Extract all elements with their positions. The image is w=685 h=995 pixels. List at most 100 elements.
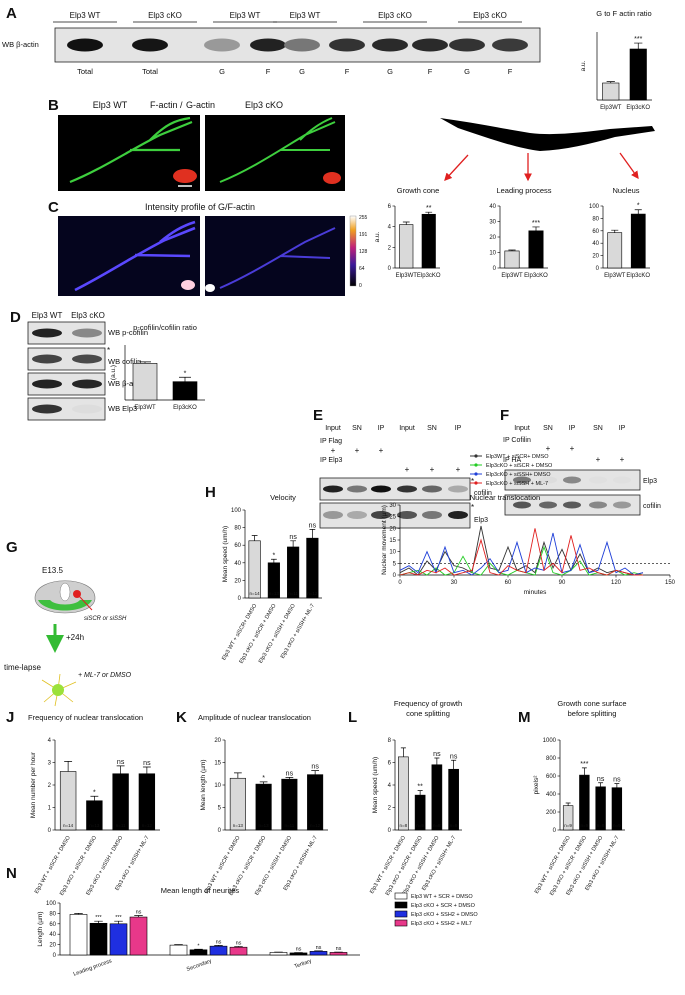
legend-label: Elp3WT + siSCR+ DMSO bbox=[486, 454, 549, 460]
legend-label: Elp3cKO + siSSH+ DMSO bbox=[486, 472, 551, 478]
n-label: n=13 bbox=[89, 823, 100, 828]
lane-label: G bbox=[464, 67, 470, 76]
chart-title: G to F actin ratio bbox=[596, 9, 651, 18]
significance-label: ns bbox=[236, 940, 242, 946]
y-tick-label: 600 bbox=[546, 774, 557, 780]
legend-marker bbox=[474, 481, 478, 485]
blot-band bbox=[329, 38, 365, 52]
y-tick-label: 6 bbox=[388, 761, 392, 767]
n-label: n=12 bbox=[142, 823, 153, 828]
plus-sign: + bbox=[355, 446, 360, 455]
y-tick-label: 800 bbox=[546, 756, 557, 762]
blot-marker: * bbox=[107, 346, 110, 355]
x-tick-label: 30 bbox=[451, 580, 458, 586]
n-label: n=9 bbox=[564, 823, 572, 828]
y-tick-label: 15 bbox=[214, 761, 221, 767]
y-tick-label: 0 bbox=[393, 573, 397, 579]
blot-band bbox=[397, 511, 417, 519]
legend-swatch bbox=[394, 901, 408, 909]
bar bbox=[209, 945, 228, 956]
bar bbox=[112, 773, 129, 831]
x-tick-label: 150 bbox=[665, 580, 676, 586]
significance-label: *** bbox=[532, 220, 540, 227]
legend-label: Elp3 cKO + SSH2 + ML7 bbox=[411, 921, 472, 927]
error-bar bbox=[174, 944, 183, 946]
significance-label: ns bbox=[289, 534, 297, 541]
y-axis-label: Nuclear movement (µm) bbox=[381, 505, 388, 575]
y-tick-label: 5 bbox=[218, 806, 222, 812]
y-tick-label: 10 bbox=[489, 251, 496, 257]
band-label: Elp3 bbox=[643, 478, 657, 485]
blot-band bbox=[72, 354, 102, 364]
blot-band bbox=[589, 501, 607, 509]
blot-band bbox=[448, 511, 468, 519]
blot-band bbox=[32, 379, 62, 389]
y-tick-label: 60 bbox=[592, 229, 599, 235]
y-tick-label: 80 bbox=[49, 911, 56, 917]
blot-band bbox=[539, 501, 557, 509]
bar bbox=[431, 764, 443, 831]
error-bar bbox=[565, 802, 571, 806]
bar bbox=[579, 774, 590, 831]
significance-label: ns bbox=[311, 764, 319, 771]
injection-line bbox=[78, 595, 93, 611]
y-tick-label: 20 bbox=[389, 526, 396, 532]
n-label: n=14 bbox=[250, 591, 261, 596]
blot-row-label: IP Elp3 bbox=[320, 457, 343, 464]
arrow bbox=[619, 152, 639, 180]
blot-band bbox=[613, 501, 631, 509]
blot bbox=[27, 321, 106, 345]
blot-band bbox=[422, 511, 442, 519]
panel-label: H bbox=[205, 484, 216, 501]
y-tick-label: 100 bbox=[231, 508, 242, 514]
blot-row-label: IP Cofilin bbox=[503, 437, 531, 444]
blot-band bbox=[397, 485, 417, 493]
ventricle bbox=[59, 582, 71, 602]
legend-swatch bbox=[394, 919, 408, 927]
blot-column-label: Elp3 WT bbox=[230, 11, 261, 20]
y-tick-label: 2 bbox=[388, 245, 392, 251]
blot-band bbox=[67, 38, 103, 52]
scale-label: 191 bbox=[359, 232, 368, 238]
n-label: n=14 bbox=[63, 823, 74, 828]
bar bbox=[89, 922, 108, 956]
plus-sign: + bbox=[405, 465, 410, 474]
blot-band bbox=[513, 501, 531, 509]
chart-title: Leading process bbox=[496, 186, 551, 195]
error-bar bbox=[402, 221, 410, 225]
bar bbox=[629, 48, 647, 101]
blot-column-label: Elp3 WT bbox=[290, 11, 321, 20]
y-tick-label: 60 bbox=[49, 922, 56, 928]
legend-marker bbox=[474, 454, 478, 458]
bar bbox=[329, 952, 348, 956]
blot-band bbox=[32, 328, 62, 338]
significance-label: ns bbox=[597, 776, 605, 783]
y-tick-label: 0 bbox=[218, 828, 222, 834]
lane-label: F bbox=[345, 67, 350, 76]
lane-label: F bbox=[428, 67, 433, 76]
intensity-profile bbox=[74, 220, 196, 292]
blot-column-label: Elp3 cKO bbox=[71, 311, 105, 320]
chart-title: Velocity bbox=[270, 493, 296, 502]
y-tick-label: 100 bbox=[589, 204, 600, 210]
significance-label: ns bbox=[216, 939, 222, 945]
y-tick-label: 40 bbox=[489, 204, 496, 210]
y-axis-label: a.u. bbox=[374, 231, 381, 242]
band-label: cofilin bbox=[643, 503, 661, 510]
n-label: n=9 bbox=[416, 823, 424, 828]
y-tick-label: 80 bbox=[592, 216, 599, 222]
blot-band bbox=[32, 354, 62, 364]
chart-title: Amplitude of nuclear translocation bbox=[198, 713, 311, 722]
y-tick-label: 100 bbox=[46, 901, 57, 907]
legend-marker bbox=[474, 472, 478, 476]
y-tick-label: 10 bbox=[389, 550, 396, 556]
bar bbox=[289, 952, 308, 956]
y-tick-label: 2 bbox=[48, 783, 52, 789]
n-label: n=11 bbox=[284, 823, 294, 828]
blot-column-label: SN bbox=[427, 425, 437, 432]
intensity-hotspot bbox=[181, 280, 195, 290]
y-tick-label: 0 bbox=[388, 828, 392, 834]
blot-column-label: SN bbox=[352, 425, 362, 432]
n-label: n=12 bbox=[310, 823, 321, 828]
error-bar bbox=[451, 759, 457, 770]
